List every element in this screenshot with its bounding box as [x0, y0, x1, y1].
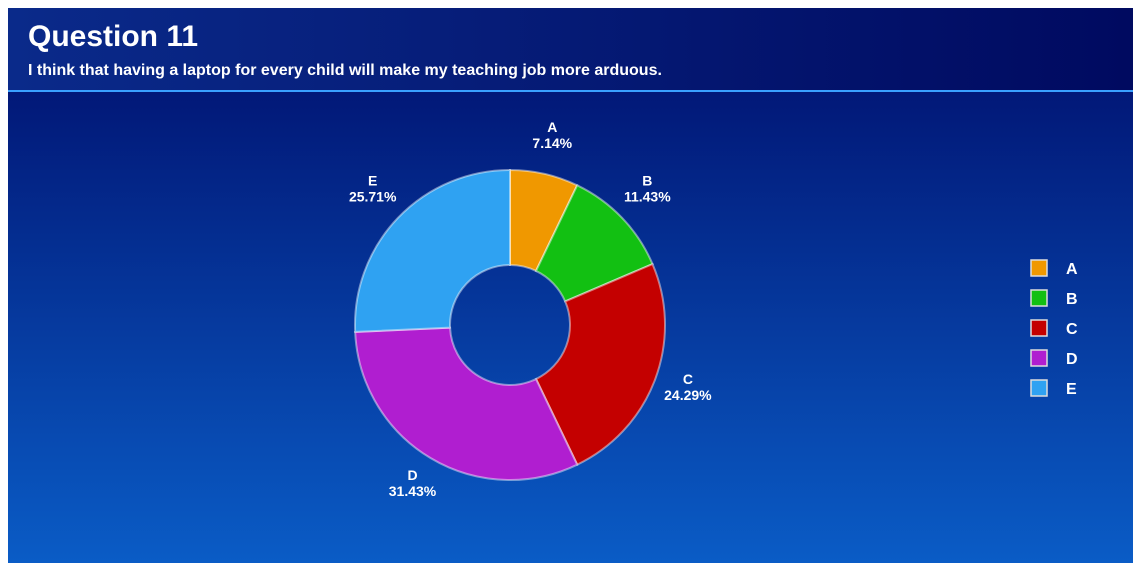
slice-category-label: B [642, 173, 652, 189]
slice-category-label: E [368, 173, 377, 189]
slice-value-label: 24.29% [664, 387, 712, 403]
legend-label: A [1066, 261, 1078, 278]
slice-category-label: A [547, 119, 557, 135]
slide-header [8, 8, 1133, 90]
donut-slice [354, 168, 511, 333]
chart-title: Question 11 [28, 20, 198, 53]
legend-label: D [1066, 351, 1078, 368]
chart-subtitle: I think that having a laptop for every c… [28, 62, 662, 79]
legend-label: B [1066, 291, 1078, 308]
legend-swatch [1030, 379, 1048, 397]
legend-swatch [1030, 349, 1048, 367]
legend-swatch [1030, 259, 1048, 277]
slice-value-label: 11.43% [624, 189, 671, 205]
slice-value-label: 31.43% [389, 483, 437, 499]
donut-slice [534, 184, 654, 303]
slice-value-label: 7.14% [532, 135, 572, 151]
legend-label: C [1066, 321, 1078, 338]
legend-swatch [1030, 319, 1048, 337]
donut-slice [354, 326, 579, 481]
slice-category-label: C [683, 371, 693, 387]
legend-label: E [1066, 381, 1077, 398]
slice-value-label: 25.71% [349, 189, 397, 205]
donut-slice [534, 262, 666, 466]
slice-category-label: D [407, 467, 417, 483]
legend-swatch [1030, 289, 1048, 307]
